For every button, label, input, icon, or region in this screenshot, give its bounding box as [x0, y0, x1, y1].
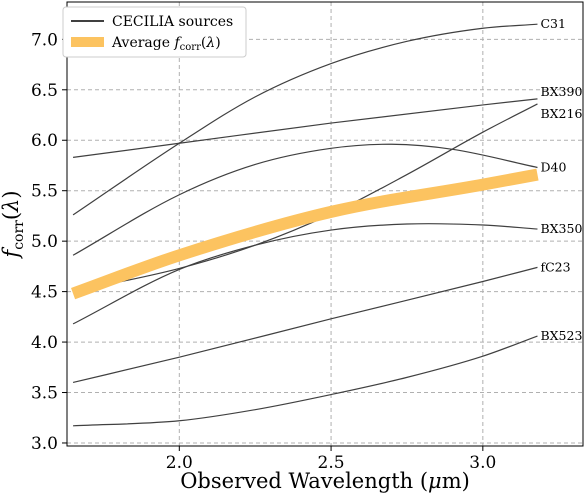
- y-tick-label: 6.0: [31, 131, 58, 151]
- legend: CECILIA sources Average fcorr(λ): [62, 6, 247, 58]
- legend-label-average: Average fcorr(λ): [111, 35, 221, 53]
- series-label-c31: C31: [540, 16, 565, 31]
- legend-label-sources: CECILIA sources: [112, 14, 233, 30]
- y-tick-label: 3.5: [31, 384, 58, 404]
- y-tick-label: 6.5: [31, 81, 58, 101]
- series-label-d40: D40: [540, 159, 566, 174]
- legend-box: [62, 6, 247, 58]
- series-line-bx523: [73, 335, 538, 427]
- x-tick-label: 3.0: [469, 453, 496, 473]
- y-tick-label: 4.0: [31, 333, 58, 353]
- series-label-bx216: BX216: [540, 106, 582, 121]
- x-axis-title: Observed Wavelength (μm): [180, 469, 470, 493]
- series-line-bx390: [72, 98, 538, 158]
- series-line-fc23: [72, 266, 538, 384]
- series-line-d40: [72, 143, 538, 256]
- plot-frame: [66, 1, 584, 447]
- y-tick-label: 7.0: [31, 30, 58, 50]
- y-axis-title: fcorr(λ): [0, 190, 27, 259]
- axis-ticks: 2.0 2.5 3.0 3.0 3.5 4.0 4.5 5.0 5.5 6.0 6.5 7.0: [31, 30, 496, 473]
- series-label-bx523: BX523: [540, 328, 582, 343]
- y-tick-label: 4.5: [31, 283, 58, 303]
- series-label-bx350: BX350: [540, 221, 582, 236]
- y-tick-label: 3.0: [31, 434, 58, 454]
- series-label-fc23: fC23: [540, 259, 570, 274]
- series-line-bx350: [72, 223, 538, 325]
- y-tick-label: 5.5: [31, 182, 58, 202]
- series-line-c31: [72, 23, 538, 216]
- y-tick-label: 5.0: [31, 232, 58, 252]
- series-label-bx390: BX390: [540, 84, 582, 99]
- x-tick-label: 2.0: [166, 453, 193, 473]
- series-line-average: [71, 168, 539, 300]
- x-tick-label: 2.5: [318, 453, 345, 473]
- series-layer: [71, 23, 539, 427]
- grid: [67, 2, 583, 446]
- source-labels: C31 BX390 BX216 D40 BX350 fC23 BX523: [540, 16, 582, 343]
